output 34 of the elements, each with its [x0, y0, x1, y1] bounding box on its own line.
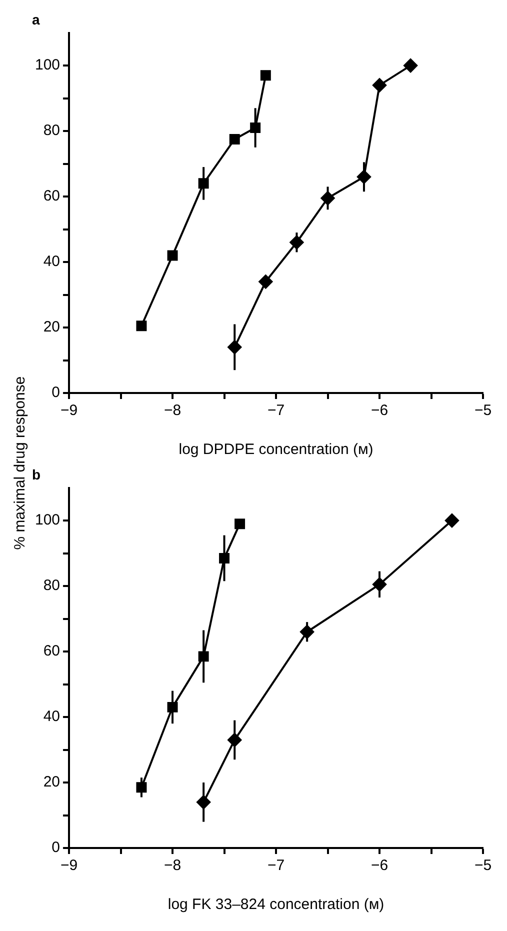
- y-tick-label: 20: [43, 774, 60, 791]
- y-axis-title: % maximal drug response: [12, 376, 28, 550]
- y-tick-label: 60: [43, 188, 60, 205]
- y-tick-label: 0: [52, 839, 60, 856]
- x-tick-label: −8: [164, 857, 182, 874]
- y-tick-label: 20: [43, 318, 60, 336]
- y-tick-label: 60: [43, 642, 60, 660]
- point: [258, 274, 273, 289]
- x-axis-title: log FK 33–824 concentration (м): [168, 896, 384, 914]
- point: [444, 514, 459, 528]
- y-tick-label: 100: [34, 512, 60, 529]
- y-tick-label: 80: [43, 122, 60, 140]
- x-tick-label: −5: [474, 402, 492, 420]
- y-tick-label: 0: [52, 384, 60, 402]
- x-tick-label: −8: [164, 402, 182, 420]
- y-tick-label: 40: [43, 708, 60, 726]
- point: [136, 320, 147, 332]
- x-tick-label: −7: [267, 857, 285, 874]
- x-axis-title: log DPDPE concentration (м): [178, 441, 374, 458]
- y-tick-label: 100: [34, 56, 60, 74]
- x-tick-label: −5: [474, 857, 492, 874]
- chart-title: a: [32, 11, 40, 28]
- y-tick-label: 80: [43, 577, 60, 594]
- point: [234, 518, 246, 530]
- x-tick-label: −6: [370, 857, 388, 874]
- x-tick-label: −9: [60, 402, 78, 420]
- point: [404, 58, 418, 73]
- x-tick-label: −9: [60, 857, 78, 874]
- chart-title: b: [32, 466, 41, 482]
- point: [372, 78, 387, 92]
- x-tick-label: −6: [370, 402, 388, 420]
- point: [229, 134, 240, 144]
- y-tick-label: 40: [43, 253, 60, 270]
- x-tick-label: −7: [267, 402, 285, 420]
